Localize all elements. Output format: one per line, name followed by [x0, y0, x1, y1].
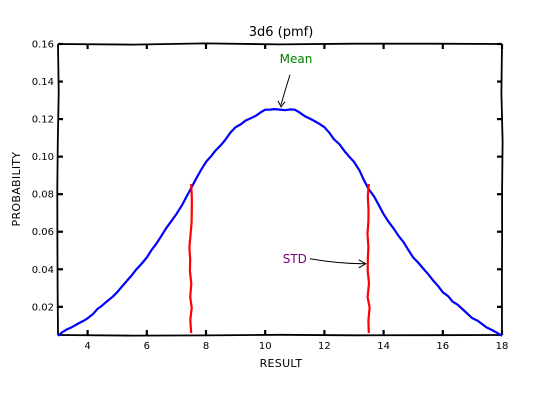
- mean-label: Mean: [280, 52, 313, 66]
- x-tick-label: 4: [84, 341, 90, 352]
- y-tick-label: 0.06: [32, 227, 54, 238]
- frame-left: [56, 43, 60, 336]
- std-label: STD: [283, 252, 307, 266]
- frame-top: [57, 42, 503, 46]
- std-arrow: [309, 258, 365, 265]
- annotations: Mean STD: [277, 52, 367, 269]
- mean-arrow: [280, 74, 291, 105]
- y-tick-label: 0.10: [32, 152, 54, 163]
- series-line: [57, 108, 503, 337]
- x-axis-label: RESULT: [260, 357, 303, 370]
- plot-frame: [56, 42, 504, 337]
- std-line: [188, 183, 193, 334]
- x-tick-label: 10: [259, 341, 272, 352]
- x-tick-label: 8: [203, 341, 209, 352]
- series-layer: [57, 108, 503, 337]
- axis-ticks: 4 6 8 10 12 14 16 18 0.02 0.04 0.06 0.08 0.10 0.12 0.1…: [32, 40, 509, 353]
- x-tick-label: 18: [496, 341, 509, 352]
- mean-arrowhead: [277, 100, 286, 108]
- std-lines: [188, 183, 371, 334]
- y-tick-label: 0.16: [32, 40, 54, 51]
- x-tick-label: 16: [436, 341, 449, 352]
- y-axis-label: PROBABILITY: [10, 152, 23, 227]
- frame-bottom: [57, 333, 503, 337]
- x-tick-label: 14: [377, 341, 390, 352]
- y-tick-label: 0.08: [32, 190, 54, 201]
- std-line: [366, 183, 371, 334]
- y-tick-label: 0.12: [32, 115, 54, 126]
- chart-title: 3d6 (pmf): [249, 25, 314, 40]
- y-tick-label: 0.04: [32, 265, 54, 276]
- y-tick-label: 0.14: [32, 77, 54, 88]
- x-tick-label: 12: [318, 341, 331, 352]
- frame-right: [500, 43, 504, 336]
- x-tick-label: 6: [144, 341, 150, 352]
- y-tick-label: 0.02: [32, 302, 54, 313]
- std-arrowhead: [358, 259, 367, 269]
